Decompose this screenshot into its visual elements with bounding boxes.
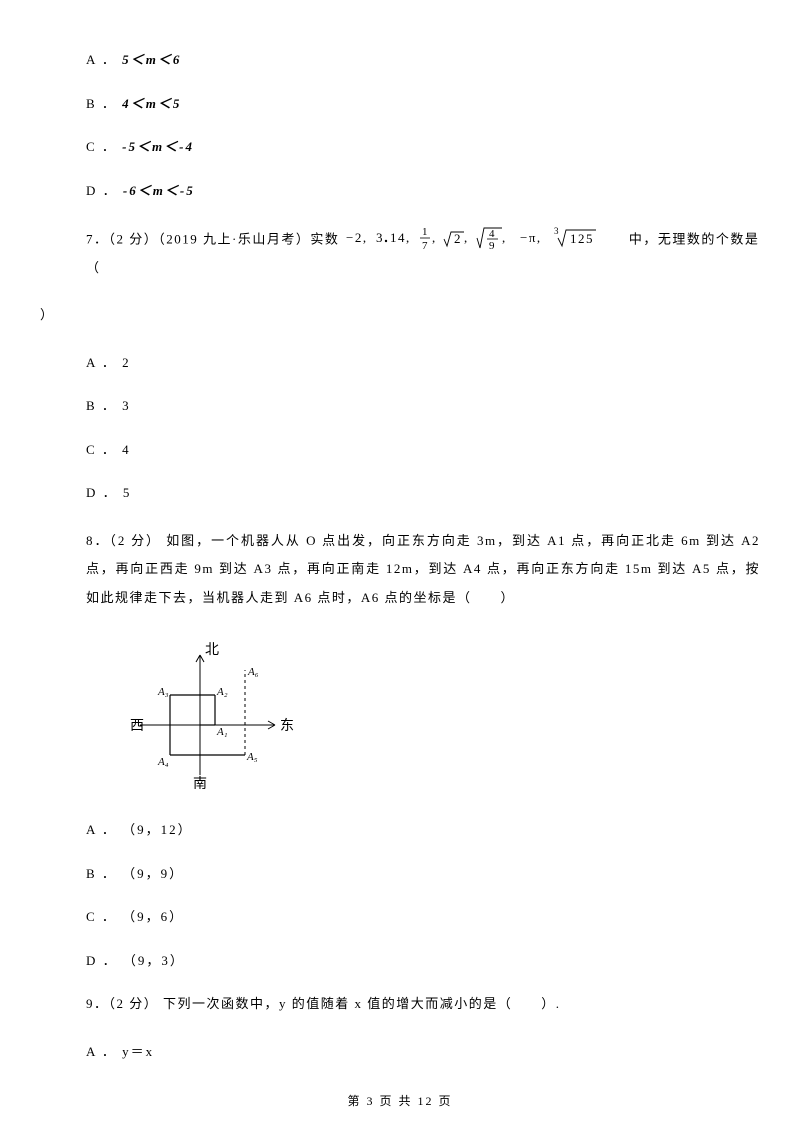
opt-text: （9，9） [122,866,184,881]
q7-pre: 7．（2 分）（2019 九上·乐山月考）实数 [86,232,344,247]
opt-text: 5 [123,485,132,500]
opt-text: -5＜m＜-4 [122,139,194,154]
svg-text:A₅: A₅ [246,751,258,763]
label-south: 南 [193,776,207,790]
q6-option-a: A ． 5＜m＜6 [86,50,760,70]
opt-label: C ． [86,442,117,457]
svg-text:,: , [464,230,469,245]
opt-label: B ． [86,96,117,111]
opt-label: B ． [86,866,117,881]
q8-option-a: A ． （9，12） [86,820,760,840]
svg-text:3: 3 [376,230,384,245]
opt-text: -6＜m＜-5 [123,183,195,198]
svg-text:7: 7 [422,240,429,252]
svg-text:−π,: −π, [520,230,542,245]
opt-label: A ． [86,52,117,67]
svg-text:125: 125 [570,231,594,246]
opt-text: 4＜m＜5 [122,96,181,111]
opt-label: D ． [86,183,118,198]
opt-label: C ． [86,909,117,924]
svg-text:1: 1 [422,226,429,238]
svg-text:4: 4 [489,228,496,240]
q6-option-d: D ． -6＜m＜-5 [86,181,760,201]
q8-option-c: C ． （9，6） [86,907,760,927]
q9-option-a: A ． y＝x [86,1042,760,1062]
opt-label: D ． [86,953,118,968]
q7-option-a: A ． 2 [86,353,760,373]
svg-text:3: 3 [554,226,560,236]
opt-text: y＝x [122,1044,154,1059]
q7-option-b: B ． 3 [86,396,760,416]
q8-option-d: D ． （9，3） [86,951,760,971]
opt-text: （9，3） [123,953,185,968]
opt-label: C ． [86,139,117,154]
svg-text:−2,: −2, [346,230,368,245]
opt-label: B ． [86,398,117,413]
opt-label: A ． [86,1044,117,1059]
svg-text:,: , [502,230,507,245]
q8-stem: 8．（2 分） 如图，一个机器人从 O 点出发，向正东方向走 3m，到达 A1 … [86,527,760,613]
opt-label: D ． [86,485,118,500]
label-east: 东 [280,718,294,734]
opt-text: （9，6） [122,909,184,924]
q6-option-b: B ． 4＜m＜5 [86,94,760,114]
svg-text:2: 2 [454,231,462,246]
svg-text:,: , [432,230,437,245]
opt-label: A ． [86,355,117,370]
svg-text:A₃: A₃ [157,686,169,698]
opt-text: （9，12） [122,822,193,837]
q7-paren-close: ） [40,305,760,325]
opt-text: 2 [122,355,131,370]
svg-text:A₂: A₂ [216,686,228,698]
q9-stem: 9．（2 分） 下列一次函数中，y 的值随着 x 值的增大而减小的是（ ）. [86,994,760,1014]
q7-option-c: C ． 4 [86,440,760,460]
q6-option-c: C ． -5＜m＜-4 [86,137,760,157]
label-north: 北 [205,642,219,658]
label-west: 西 [130,719,144,734]
svg-text:14,: 14, [390,230,411,245]
svg-text:A₄: A₄ [157,756,169,768]
q7-option-d: D ． 5 [86,483,760,503]
q8-option-b: B ． （9，9） [86,864,760,884]
q7-math-expr: −2, 3 14, 1 7 , 2 , 4 9 , −π, [344,224,624,258]
opt-text: 3 [122,398,131,413]
svg-text:9: 9 [489,240,496,252]
q7-stem: 7．（2 分）（2019 九上·乐山月考）实数 −2, 3 14, 1 7 , … [86,224,760,277]
q8-diagram: 北 南 东 西 A₁ A₂ A₃ A₄ A₅ A₆ [130,640,310,790]
opt-text: 5＜m＜6 [122,52,181,67]
page-footer: 第 3 页 共 12 页 [0,1092,800,1110]
svg-text:A₆: A₆ [247,666,259,678]
opt-text: 4 [122,442,131,457]
svg-text:A₁: A₁ [216,726,228,738]
opt-label: A ． [86,822,117,837]
